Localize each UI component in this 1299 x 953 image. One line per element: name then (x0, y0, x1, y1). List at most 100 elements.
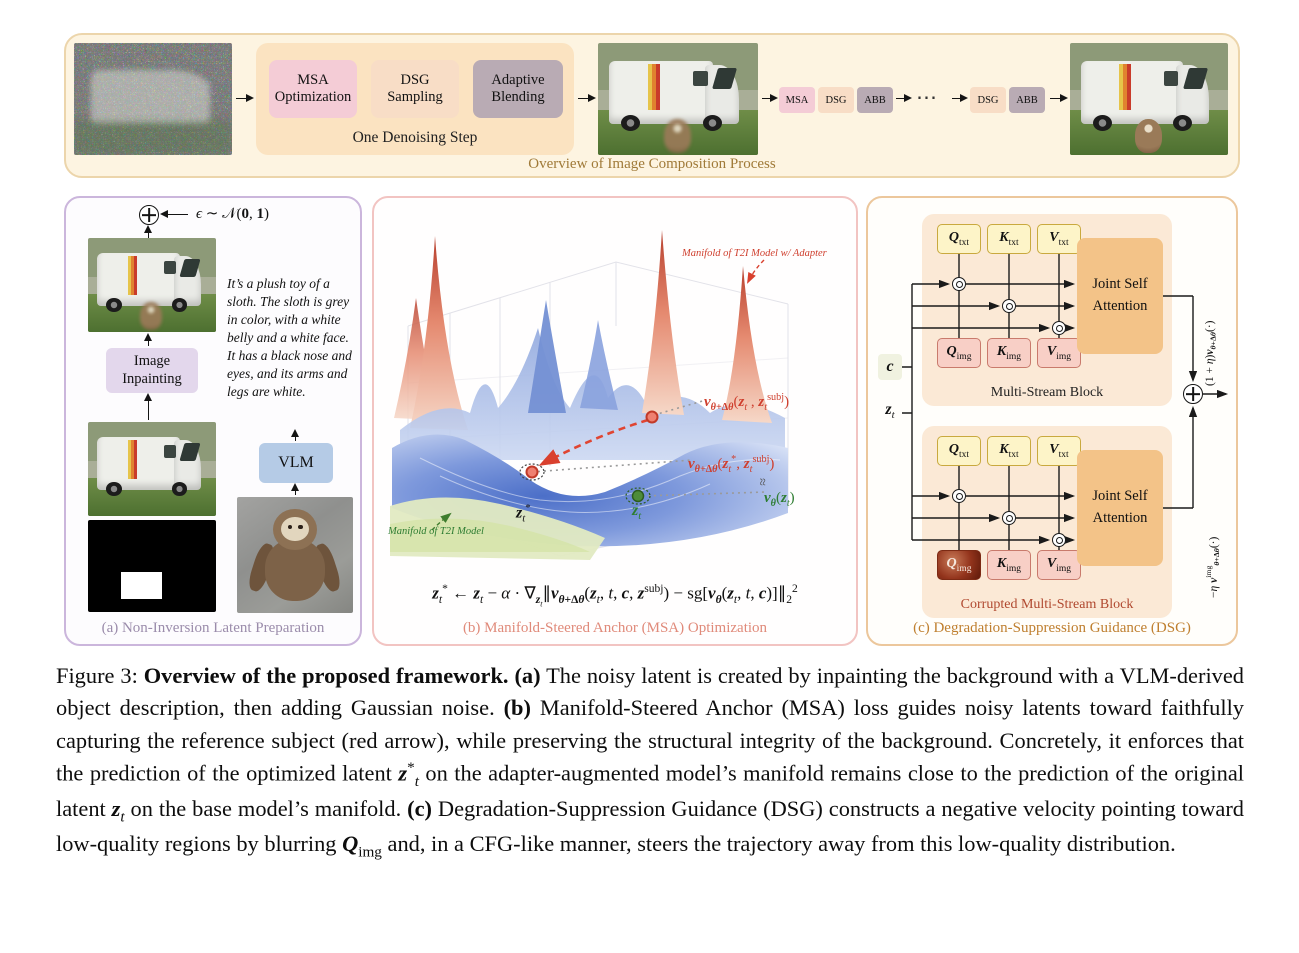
flow-arrow (896, 94, 912, 103)
base-manifold-label: Manifold of T2I Model (388, 526, 484, 537)
q-img-box: Qimg (937, 338, 981, 368)
abb-badge: ABB (857, 87, 893, 113)
ellipsis: ⋯ (916, 85, 940, 109)
panel-c-caption: (c) Degradation-Suppression Guidance (DS… (913, 620, 1191, 636)
flow-arrow (1050, 94, 1068, 103)
up-arrow (144, 393, 153, 420)
flow-arrow (236, 94, 254, 103)
msa-update-equation: zt* ← zt − α · ∇zt∥vθ+Δθ(zt, t, c, zsubj… (432, 582, 798, 609)
plus-circle-icon (1183, 384, 1203, 404)
inpainted-composite-image (88, 238, 216, 332)
denoising-step-label: One Denoising Step (352, 129, 478, 146)
flow-arrow (578, 94, 596, 103)
v-txt-box: Vtxt (1037, 224, 1081, 254)
panel-b-caption: (b) Manifold-Steered Anchor (MSA) Optimi… (462, 620, 768, 636)
flow-arrow (952, 94, 968, 103)
panel-a-latent-preparation: ϵ ∼ 𝒩(0, 1) It’s a plush toy of a sloth.… (64, 196, 362, 646)
figure-caption: Figure 3: Overview of the proposed frame… (56, 663, 1245, 861)
sloth-graphic (663, 119, 691, 153)
panel-c-dsg: Qtxt Ktxt Vtxt Qimg Kimg Vimg Joint Self… (866, 196, 1238, 646)
q-txt-box: Qtxt (937, 436, 981, 466)
image-inpainting-box: Image Inpainting (106, 348, 198, 393)
k-img-box: Kimg (987, 550, 1031, 580)
k-img-box: Kimg (987, 338, 1031, 368)
one-denoising-step-box: MSA Optimization DSG Sampling Adaptive B… (256, 43, 574, 155)
text-condition-input: c (878, 354, 902, 380)
up-arrow (291, 483, 300, 495)
banner-caption: Overview of Image Composition Process (528, 156, 776, 172)
circle-junction-icon (1002, 299, 1016, 313)
inpaint-mask-image (88, 520, 216, 612)
circle-junction-icon (952, 277, 966, 291)
adaptive-blending-step: Adaptive Blending (473, 60, 563, 118)
mask-region (121, 571, 163, 600)
sloth-reference-photo (237, 497, 353, 613)
circle-junction-icon (1052, 533, 1066, 547)
noise-texture (74, 43, 232, 155)
panel-b-msa-optimization: Manifold of T2I Model w/ Adapter vθ+Δθ(z… (372, 196, 858, 646)
dsg-badge: DSG (818, 87, 854, 113)
approx-symbol: ≈ (753, 478, 769, 486)
plus-circle-icon (139, 205, 159, 225)
latent-point-zt-adapter (645, 410, 659, 424)
joint-self-attention-box: Joint Self Attention (1077, 238, 1163, 354)
positive-velocity-label: (1 + η)vθ+Δθ(·) (1204, 320, 1218, 386)
multi-stream-block: Qtxt Ktxt Vtxt Qimg Kimg Vimg Joint Self… (922, 214, 1172, 406)
msa-optimization-step: MSA Optimization (269, 60, 357, 118)
sloth-graphic (140, 301, 163, 331)
abb-badge: ABB (1009, 87, 1045, 113)
multi-stream-block-label: Multi-Stream Block (990, 385, 1104, 400)
joint-self-attention-box: Joint Self Attention (1077, 450, 1163, 566)
background-image (88, 422, 216, 516)
v-img-box: Vimg (1037, 338, 1081, 368)
up-arrow (291, 429, 300, 441)
corrupted-multi-stream-block: Qtxt Ktxt Vtxt Qimg Kimg Vimg Joint Self… (922, 426, 1172, 618)
noise-arrow (160, 210, 188, 219)
z-t-label: zt (632, 502, 642, 523)
v-base-label: vθ(zt) (764, 490, 795, 509)
van-graphic (96, 253, 201, 312)
z-star-label: zt* (516, 502, 531, 525)
up-arrow (144, 333, 153, 346)
v-adapter-zt-label: vθ+Δθ(zt , ztsubj) (704, 392, 790, 413)
negative-velocity-label: −η vimgθ+Δθ(·) (1204, 536, 1222, 598)
circle-junction-icon (952, 489, 966, 503)
loss-landscape-plot (390, 230, 789, 560)
vlm-box: VLM (259, 443, 333, 483)
circle-junction-icon (1002, 511, 1016, 525)
step-badges-group-1: MSA DSG ABB (779, 87, 893, 113)
van-graphic (609, 60, 739, 132)
panel-a-caption: (a) Non-Inversion Latent Preparation (101, 620, 325, 636)
v-img-box: Vimg (1037, 550, 1081, 580)
k-txt-box: Ktxt (987, 436, 1031, 466)
up-arrow (144, 225, 153, 238)
original-latent-point (631, 489, 645, 503)
optimized-latent-point (525, 465, 539, 479)
dsg-sampling-step: DSG Sampling (371, 60, 459, 118)
circle-junction-icon (1052, 321, 1066, 335)
gaussian-noise-label: ϵ ∼ 𝒩(0, 1) (196, 206, 269, 222)
v-txt-box: Vtxt (1037, 436, 1081, 466)
flow-arrow (762, 94, 778, 103)
van-graphic (1081, 60, 1210, 132)
corrupted-q-img-box: Qimg (937, 550, 981, 580)
van-graphic (96, 437, 201, 496)
grass-silhouette (74, 121, 232, 155)
intermediate-image (598, 43, 758, 155)
corrupted-multi-stream-block-label: Corrupted Multi-Stream Block (960, 597, 1134, 612)
composition-process-banner: MSA Optimization DSG Sampling Adaptive B… (64, 33, 1240, 178)
k-txt-box: Ktxt (987, 224, 1031, 254)
v-adapter-zstar-label: vθ+Δθ(zt*, ztsubj) (688, 454, 775, 475)
final-composed-image (1070, 43, 1228, 155)
vlm-object-description: It’s a plush toy of a sloth. The sloth i… (227, 276, 352, 399)
step-badges-group-2: DSG ABB (970, 87, 1045, 113)
adapter-manifold-label: Manifold of T2I Model w/ Adapter (682, 248, 827, 259)
dsg-badge: DSG (970, 87, 1006, 113)
sloth-graphic (1134, 119, 1162, 153)
msa-badge: MSA (779, 87, 815, 113)
van-silhouette (91, 69, 210, 124)
q-txt-box: Qtxt (937, 224, 981, 254)
latent-input: zt (885, 401, 895, 422)
noisy-latent-image (74, 43, 232, 155)
